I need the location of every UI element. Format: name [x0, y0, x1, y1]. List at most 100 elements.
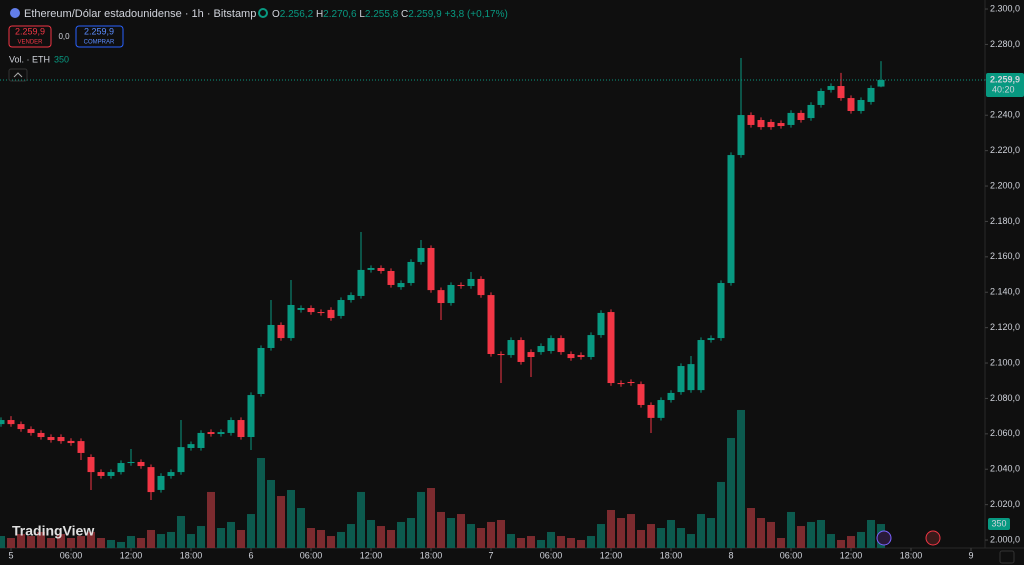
- candle-body: [347, 295, 355, 301]
- volume-bar: [317, 529, 325, 548]
- event-icon[interactable]: [876, 530, 892, 546]
- collapse-button[interactable]: [8, 68, 28, 82]
- candle-body: [777, 123, 785, 127]
- candle-body: [637, 384, 645, 405]
- y-tick-label: 2.300,0: [990, 3, 1020, 13]
- x-tick-label: 12:00: [120, 550, 143, 560]
- volume-bar: [797, 526, 805, 548]
- candle-body: [217, 432, 225, 435]
- y-tick-label: 2.140,0: [990, 287, 1020, 297]
- volume-bar: [807, 521, 815, 548]
- candle-body: [377, 267, 385, 271]
- y-tick-label: 2.040,0: [990, 464, 1020, 474]
- candle-body: [427, 247, 435, 291]
- x-tick-label: 8: [728, 550, 733, 560]
- volume-bar: [77, 536, 85, 548]
- volume-bar: [177, 516, 185, 548]
- volume-bar: [157, 534, 165, 548]
- candle-body: [737, 115, 745, 156]
- volume-bar: [507, 534, 515, 548]
- price-label: 2.259,9: [990, 74, 1020, 84]
- x-tick-label: 18:00: [900, 550, 923, 560]
- y-tick-label: 2.160,0: [990, 251, 1020, 261]
- market-status: [258, 8, 268, 18]
- candle-body: [367, 267, 375, 270]
- volume-bar: [237, 529, 245, 548]
- volume-bar: [837, 539, 845, 548]
- x-tick-label: 18:00: [660, 550, 683, 560]
- sell-button[interactable]: [8, 25, 52, 48]
- volume-bar: [557, 536, 565, 548]
- price-timer: 40:20: [992, 84, 1015, 94]
- volume-bar: [847, 536, 855, 548]
- candle-body: [437, 290, 445, 304]
- candle-body: [527, 352, 535, 358]
- candle-body: [757, 120, 765, 128]
- volume-bar: [277, 496, 285, 548]
- volume-bar: [637, 529, 645, 548]
- candle-body: [197, 432, 205, 448]
- volume-bar: [417, 491, 425, 548]
- volume-bar: [297, 507, 305, 548]
- volume-bar: [147, 529, 155, 548]
- volume-bar: [577, 539, 585, 548]
- candle-body: [327, 309, 335, 319]
- o-value: 2.256,2: [280, 9, 314, 20]
- candle-body: [557, 338, 565, 353]
- volume-bar: [187, 534, 195, 548]
- volume-bar: [787, 511, 795, 548]
- candle-body: [667, 392, 675, 401]
- volume-bar: [667, 519, 675, 548]
- candle-body: [727, 155, 735, 284]
- candle-body: [847, 98, 855, 111]
- volume-bar: [267, 479, 275, 548]
- volume-bar: [627, 514, 635, 548]
- volume-bar: [287, 489, 295, 548]
- buy-button[interactable]: [75, 25, 124, 48]
- x-tick-label: 12:00: [360, 550, 383, 560]
- candle-body: [597, 312, 605, 336]
- candle-body: [187, 444, 195, 448]
- candle-body: [387, 270, 395, 285]
- volume-bar: [27, 536, 35, 548]
- volume-bar: [17, 534, 25, 548]
- candle-body: [17, 424, 25, 430]
- volume-bar: [347, 524, 355, 548]
- candle-body: [567, 354, 575, 359]
- candle-body: [117, 463, 125, 473]
- volume-bar: [707, 517, 715, 548]
- volume-bar: [477, 527, 485, 548]
- candle-body: [857, 100, 865, 111]
- candle-body: [677, 366, 685, 393]
- candle-body: [697, 340, 705, 391]
- x-tick-label: 06:00: [780, 550, 803, 560]
- volume-bar: [47, 537, 55, 548]
- volume-bar: [217, 527, 225, 548]
- volume-bar: [727, 437, 735, 548]
- volume-bar: [867, 519, 875, 548]
- candle-body: [647, 404, 655, 418]
- candle-body: [717, 283, 725, 339]
- settings-button[interactable]: [999, 550, 1015, 564]
- candle-body: [337, 300, 345, 316]
- volume-bar: [327, 536, 335, 548]
- sell-label: VENDER: [17, 40, 43, 46]
- candle-body: [267, 324, 275, 348]
- volume-bar: [817, 519, 825, 548]
- candle-body: [607, 312, 615, 384]
- candle-body: [357, 269, 365, 296]
- symbol: Ethereum/Dólar estadounidense · 1h · Bit…: [24, 8, 256, 20]
- y-tick-label: 2.100,0: [990, 357, 1020, 367]
- event-icon[interactable]: [925, 530, 941, 546]
- y-tick-label: 2.220,0: [990, 145, 1020, 155]
- volume-bar: [527, 536, 535, 548]
- volume-bar: [407, 517, 415, 548]
- volume-bar: [87, 531, 95, 548]
- candle-body: [227, 420, 235, 433]
- volume-bar: [767, 521, 775, 548]
- change: +3,8 (+0,17%): [444, 9, 507, 20]
- volume-bar: [647, 524, 655, 548]
- c-key: C: [401, 9, 408, 20]
- volume-bar: [137, 537, 145, 548]
